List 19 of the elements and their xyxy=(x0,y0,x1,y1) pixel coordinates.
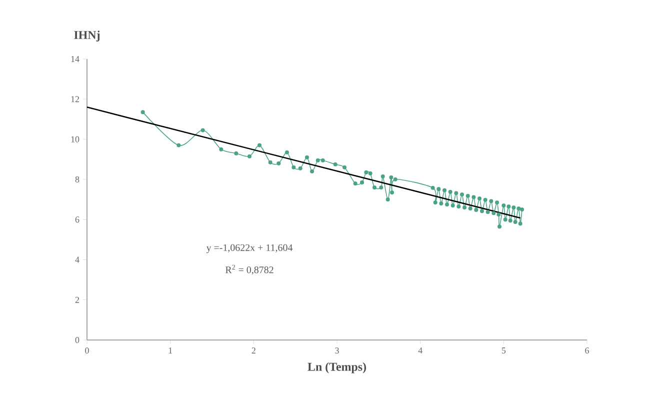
y-tick-label: 0 xyxy=(75,336,80,344)
x-tick-label: 5 xyxy=(502,348,506,354)
x-tick-label: 4 xyxy=(418,348,422,354)
annotation: y =-1,0622x + 11,604 xyxy=(206,244,293,254)
x-tick-label: 0 xyxy=(85,348,89,354)
y-tick-label: 2 xyxy=(75,296,79,303)
y-tick-label: 10 xyxy=(71,136,80,142)
x-tick-label: 1 xyxy=(168,348,172,354)
y-axis-title: IHNj xyxy=(74,30,100,42)
x-tick-label: 6 xyxy=(585,348,589,354)
x-tick-label: 2 xyxy=(252,348,256,354)
x-axis-title: Ln (Temps) xyxy=(308,362,366,374)
y-tick-label: 8 xyxy=(75,176,80,182)
y-tick-label: 14 xyxy=(71,56,80,62)
y-tick-label: 4 xyxy=(75,256,80,263)
annotation: R$^{2}$ = 0,8782 xyxy=(225,264,274,275)
x-tick-label: 3 xyxy=(335,348,339,354)
y-tick-label: 6 xyxy=(75,216,80,223)
y-tick-label: 12 xyxy=(71,96,79,102)
